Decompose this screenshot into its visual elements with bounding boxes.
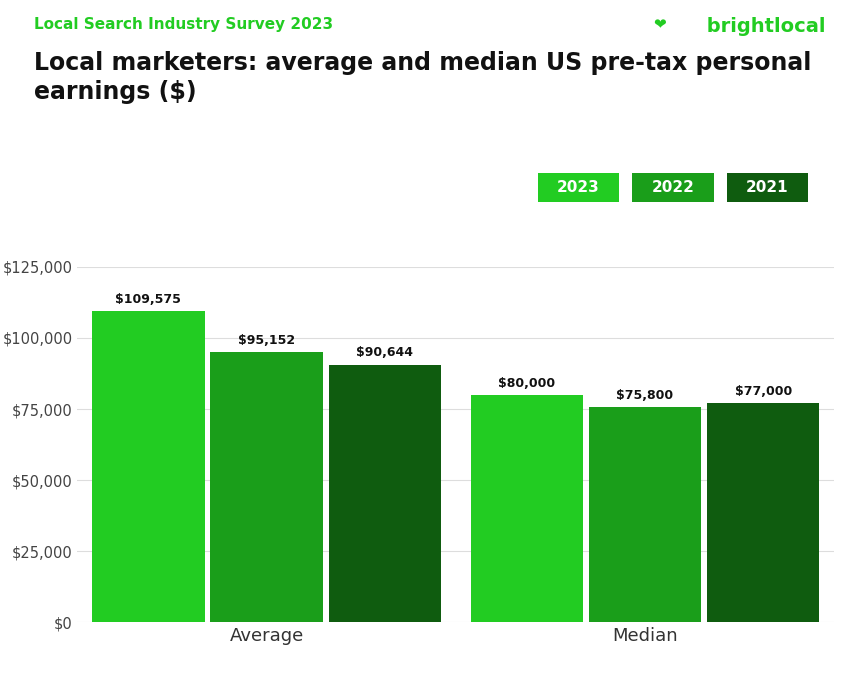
Text: $77,000: $77,000: [734, 385, 792, 398]
Text: Local Search Industry Survey 2023: Local Search Industry Survey 2023: [34, 17, 334, 32]
Text: ❤: ❤: [654, 17, 666, 32]
Text: $109,575: $109,575: [115, 293, 181, 306]
Text: 2022: 2022: [652, 180, 694, 195]
Bar: [92, 311, 205, 622]
Bar: [329, 365, 441, 622]
Text: 2023: 2023: [557, 180, 599, 195]
Text: $95,152: $95,152: [238, 334, 295, 347]
Bar: [470, 395, 583, 622]
Text: $80,000: $80,000: [498, 377, 556, 390]
Text: brightlocal: brightlocal: [700, 17, 826, 36]
Text: 2021: 2021: [746, 180, 789, 195]
Bar: [707, 404, 820, 622]
Bar: [211, 352, 322, 622]
Text: $75,800: $75,800: [617, 389, 673, 402]
Text: Local marketers: average and median US pre-tax personal
earnings ($): Local marketers: average and median US p…: [34, 51, 812, 104]
Bar: [589, 407, 701, 622]
Text: $90,644: $90,644: [356, 346, 414, 359]
